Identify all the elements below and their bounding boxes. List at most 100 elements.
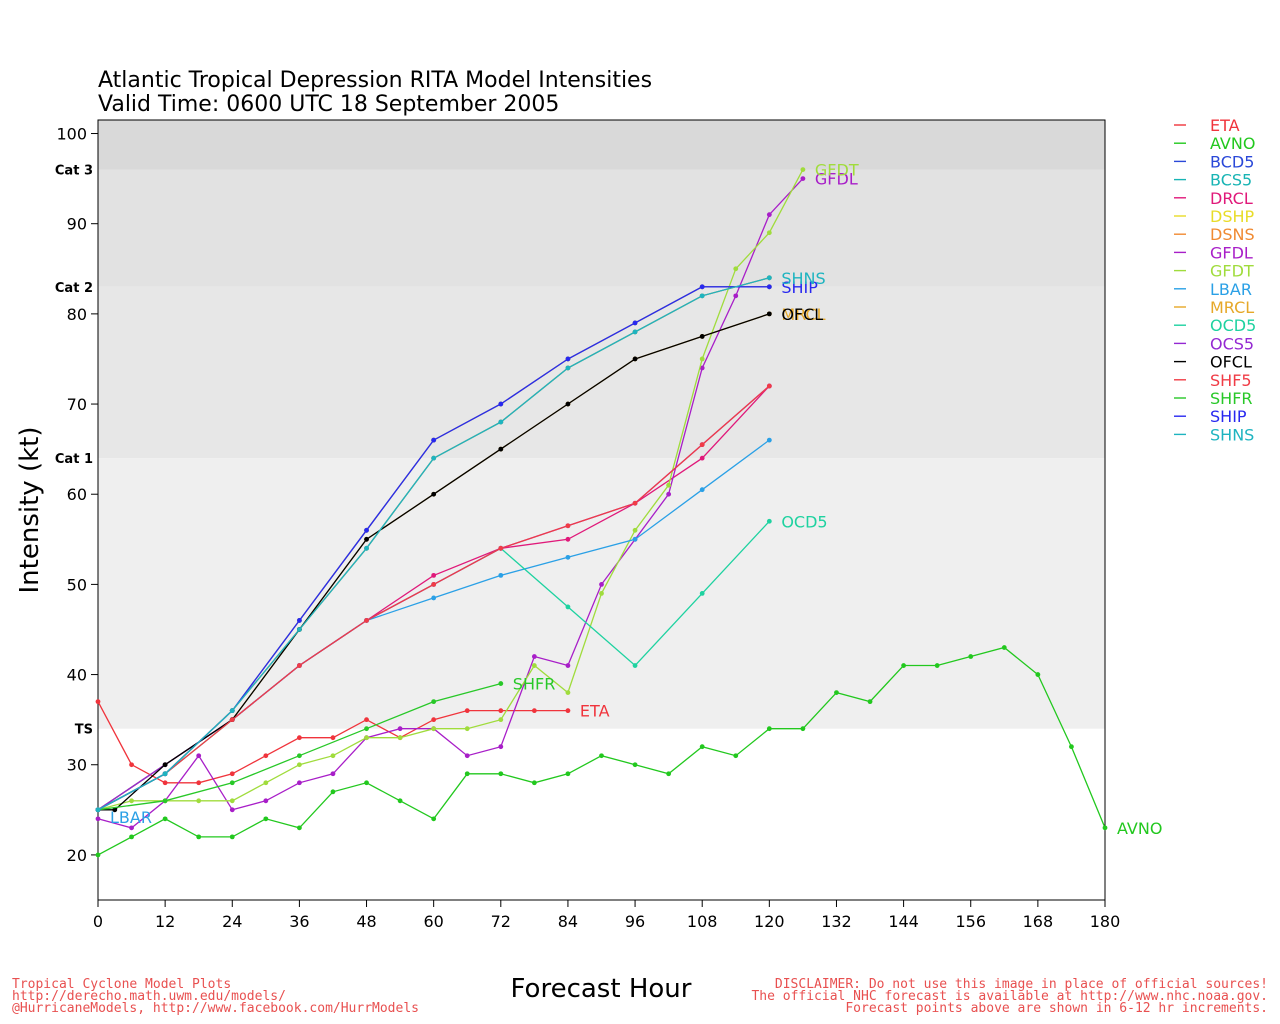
x-tick-label: 24 — [222, 912, 242, 931]
data-point — [431, 699, 437, 705]
end-label-ship: SHIP — [781, 278, 818, 297]
end-label-shfr: SHFR — [513, 675, 556, 694]
data-point — [632, 762, 638, 768]
data-point — [297, 663, 302, 668]
data-point — [364, 527, 369, 533]
data-point — [498, 545, 504, 551]
data-point — [364, 780, 369, 786]
data-point — [733, 293, 739, 299]
data-point — [263, 753, 269, 759]
data-point — [229, 708, 235, 714]
data-point — [934, 663, 940, 668]
data-point — [498, 681, 504, 686]
data-point — [196, 780, 202, 786]
data-point — [364, 717, 369, 723]
data-point — [297, 627, 302, 632]
data-point — [766, 383, 772, 389]
data-point — [162, 798, 168, 804]
data-point — [229, 771, 235, 777]
data-point — [632, 329, 638, 335]
series-line — [98, 313, 770, 811]
data-point — [330, 771, 336, 777]
data-point — [196, 834, 202, 840]
data-point — [901, 663, 906, 668]
data-point — [632, 663, 638, 668]
x-tick-label: 108 — [687, 912, 718, 931]
data-point — [766, 437, 772, 443]
data-point — [431, 595, 437, 601]
data-point — [431, 581, 437, 587]
footer-right-line: The official NHC forecast is available a… — [751, 989, 1268, 1004]
data-point — [699, 334, 705, 339]
data-point — [666, 482, 672, 488]
legend-label: SHNS — [1210, 425, 1254, 444]
data-point — [129, 762, 134, 768]
data-point — [297, 618, 302, 623]
category-label: Cat 2 — [55, 281, 93, 296]
data-point — [431, 726, 437, 732]
legend-label: BCS5 — [1210, 171, 1252, 190]
data-point — [397, 726, 403, 732]
legend-item: SHFR — [1174, 389, 1253, 408]
end-label-gfdt: GFDT — [815, 161, 859, 180]
data-point — [297, 762, 302, 768]
legend-label: SHIP — [1210, 407, 1247, 426]
data-point — [699, 455, 705, 461]
category-bands — [98, 120, 1105, 729]
end-label-ocd5: OCD5 — [781, 512, 827, 531]
data-point — [565, 554, 571, 560]
data-point — [498, 401, 504, 407]
data-point — [397, 735, 403, 741]
legend-item: BCD5 — [1174, 152, 1254, 171]
data-point — [733, 753, 739, 759]
y-axis-label: Intensity (kt) — [15, 427, 45, 594]
data-point — [129, 798, 134, 804]
data-point — [599, 591, 604, 596]
data-point — [464, 753, 470, 759]
data-point — [565, 690, 571, 696]
data-point — [699, 487, 705, 493]
end-label-mrcl: MRCL — [781, 305, 825, 324]
data-point — [766, 212, 772, 218]
data-point — [162, 780, 168, 786]
data-point — [565, 523, 571, 529]
chart-title-line2: Valid Time: 0600 UTC 18 September 2005 — [98, 92, 559, 117]
data-point — [397, 798, 403, 804]
legend-item: MRCL — [1174, 298, 1254, 317]
data-point — [95, 807, 101, 813]
data-point — [1035, 672, 1041, 677]
footer-left-line: Tropical Cyclone Model Plots — [12, 977, 231, 992]
x-tick-label: 144 — [888, 912, 919, 931]
legend-label: BCD5 — [1210, 152, 1254, 171]
data-point — [766, 284, 772, 290]
data-point — [364, 735, 369, 741]
data-point — [632, 527, 638, 533]
x-tick-label: 180 — [1090, 912, 1121, 931]
x-tick-label: 12 — [155, 912, 175, 931]
legend-label: DSHP — [1210, 207, 1255, 226]
band-cat-3 — [98, 120, 1105, 170]
y-tick-label: 30 — [67, 756, 87, 775]
legend-label: OFCL — [1210, 353, 1252, 372]
data-point — [766, 275, 772, 281]
data-point — [431, 717, 437, 723]
data-point — [733, 266, 739, 272]
x-tick-label: 72 — [491, 912, 511, 931]
data-point — [599, 581, 604, 587]
data-point — [666, 771, 672, 777]
legend-label: ETA — [1210, 116, 1240, 135]
data-point — [766, 230, 772, 236]
legend-label: GFDT — [1210, 262, 1254, 281]
y-tick-label: 70 — [67, 395, 87, 414]
data-point — [431, 455, 437, 461]
footer-disclaimer: DISCLAIMER: Do not use this image in pla… — [751, 977, 1268, 1016]
end-label-shns: SHNS — [781, 269, 825, 288]
data-point — [297, 753, 302, 759]
axis-ticks: 0 12 24 36 48 60 72 84 96 108 120 132 144 156 168 180 20… — [56, 125, 1120, 931]
legend-label: MRCL — [1210, 298, 1254, 317]
x-tick-label: 156 — [955, 912, 986, 931]
data-point — [498, 717, 504, 723]
data-point — [666, 491, 672, 497]
footer-credits: Tropical Cyclone Model Plotshttp://derec… — [12, 977, 419, 1016]
data-point — [531, 708, 537, 714]
